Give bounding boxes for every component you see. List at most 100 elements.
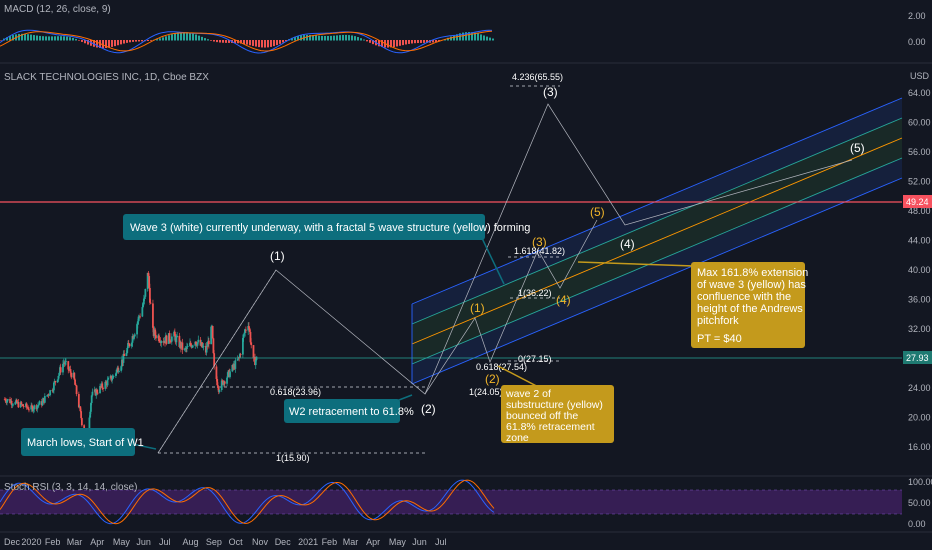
macd-bar <box>426 40 428 43</box>
macd-bar <box>177 32 179 41</box>
candle-body <box>254 360 257 366</box>
macd-bar <box>273 40 275 47</box>
candle-body <box>111 378 114 381</box>
note-w2retr: W2 retracement to 61.8% <box>289 406 414 418</box>
macd-bar <box>198 35 200 41</box>
fib-label-4236: 4.236(65.55) <box>512 72 563 82</box>
time-tick: May <box>113 537 131 547</box>
candle-body <box>10 400 13 405</box>
candle-body <box>133 334 136 337</box>
callout-pointer-wave3 <box>479 233 505 285</box>
candle-body <box>57 375 60 380</box>
macd-bar <box>9 36 11 41</box>
macd-bar <box>333 35 335 41</box>
time-tick: Feb <box>322 537 338 547</box>
macd-pane: MACD (12, 26, close, 9) 2.00 0.00 <box>0 4 926 54</box>
fib-label-1: 1(36.22) <box>518 288 552 298</box>
time-tick: Mar <box>67 537 83 547</box>
candle-body <box>96 392 99 394</box>
note-wave3-box <box>123 214 485 240</box>
label-y4: (4) <box>556 293 571 307</box>
fib-label-0618-w: 0.618(23.96) <box>270 387 321 397</box>
candle-body <box>41 400 44 406</box>
time-tick: Aug <box>182 537 198 547</box>
macd-bar <box>276 40 278 46</box>
stoch-k-line <box>0 479 495 525</box>
macd-bar <box>204 38 206 41</box>
candle-body <box>20 402 23 405</box>
time-axis: Dec 2020 Feb Mar Apr May Jun Jul Aug Sep Oct Nov Dec… <box>4 537 446 547</box>
macd-bar <box>270 40 272 47</box>
macd-bar <box>186 32 188 41</box>
candle-body <box>28 409 30 411</box>
macd-bar <box>234 40 236 44</box>
macd-bar <box>447 37 449 41</box>
macd-bar <box>396 40 398 47</box>
pitchfork-zone <box>412 118 902 344</box>
price-tick: 60.00 <box>908 118 931 128</box>
macd-bar <box>210 40 212 41</box>
macd-bar <box>363 39 365 41</box>
candlestick-series <box>3 271 258 448</box>
candle-body <box>25 403 28 408</box>
candle-body <box>217 387 220 392</box>
price-tick: 56.00 <box>908 147 931 157</box>
macd-tick-2: 2.00 <box>908 11 926 21</box>
candle-body <box>68 369 70 371</box>
price-tick: 40.00 <box>908 265 931 275</box>
macd-bar <box>33 35 35 41</box>
macd-bar <box>117 40 119 46</box>
candle-body <box>120 366 123 371</box>
candle-body <box>229 371 231 377</box>
macd-bar <box>315 35 317 41</box>
candle-body <box>210 326 213 345</box>
candle-body <box>27 407 30 410</box>
macd-bar <box>306 34 308 41</box>
time-tick: Jul <box>159 537 171 547</box>
macd-bar <box>402 40 404 46</box>
candle-body <box>218 389 221 392</box>
candle-body <box>128 343 131 347</box>
candle-body <box>220 380 223 390</box>
macd-bar <box>354 36 356 41</box>
macd-bar <box>162 37 164 41</box>
macd-bar <box>249 40 251 46</box>
macd-bar <box>405 40 407 45</box>
candle-body <box>117 367 120 373</box>
macd-bar <box>30 34 32 41</box>
time-tick: Jul <box>435 537 447 547</box>
candle-body <box>31 406 34 412</box>
macd-bar <box>48 36 50 41</box>
macd-bar <box>213 40 215 42</box>
macd-bar <box>165 36 167 41</box>
macd-bar <box>39 35 41 41</box>
macd-bar <box>78 40 80 41</box>
last-price-value: 27.93 <box>906 353 929 363</box>
candle-body <box>143 296 146 299</box>
price-tick: 36.00 <box>908 295 931 305</box>
label-w4: (4) <box>620 237 635 251</box>
macd-signal-line <box>0 30 493 52</box>
macd-bar <box>174 33 176 41</box>
candle-body <box>59 367 62 373</box>
macd-bar <box>357 37 359 41</box>
time-tick: Apr <box>366 537 380 547</box>
stoch-tick-0: 0.00 <box>908 519 926 529</box>
candle-body <box>149 302 152 304</box>
candle-body <box>245 329 247 331</box>
candle-body <box>170 336 173 342</box>
macd-bar <box>6 37 8 41</box>
candle-body <box>139 316 141 318</box>
macd-bar <box>387 40 389 48</box>
candle-body <box>170 341 172 343</box>
macd-bar <box>105 40 107 49</box>
macd-bar <box>150 40 152 41</box>
macd-bar <box>219 40 221 43</box>
candle-body <box>65 361 67 362</box>
macd-bar <box>192 33 194 41</box>
macd-bar <box>96 40 98 48</box>
candle-body <box>136 321 139 325</box>
macd-bar <box>54 36 56 41</box>
candle-body <box>196 342 199 346</box>
